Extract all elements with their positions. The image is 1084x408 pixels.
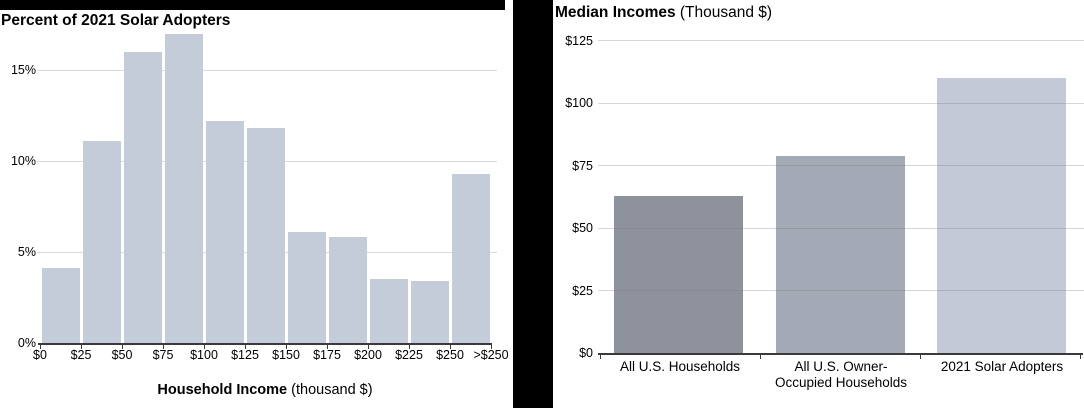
median-income-bar [614,195,744,353]
left-x-tick-label: $250 [436,348,464,362]
histogram-bar [164,33,203,343]
right-y-tick-label: $25 [572,283,593,298]
left-x-tick-label: $0 [33,348,47,362]
histogram-bar [328,237,367,343]
right-x-tick [919,354,922,359]
right-x-axis [598,353,1083,355]
left-x-tick-label: >$250 [473,348,509,362]
right-y-tick-label: $75 [572,158,593,173]
right-x-tick [600,354,602,359]
right-gridline [598,165,1084,166]
histogram-bar [41,268,80,343]
histogram-bar [82,140,121,343]
left-y-tick-label: 5% [17,245,36,259]
left-x-axis-title: Household Income (thousand $) [55,382,475,398]
left-x-tick [81,344,83,349]
median-income-bar [775,155,905,353]
left-x-tick-label: $100 [190,348,218,362]
left-y-tick-label: 0% [17,336,36,350]
histogram-bar [410,281,449,343]
histogram-bar [287,231,326,343]
category-label-owner-occupied-line2: Occupied Households [774,375,908,390]
right-y-tick-label: $125 [565,33,593,48]
histogram-bar [451,173,490,343]
right-x-tick [1079,354,1082,359]
left-x-tick [204,344,206,349]
left-x-tick [368,344,370,349]
histogram-bar [123,51,162,343]
left-x-tick-label: $125 [231,348,259,362]
left-x-tick [450,344,452,349]
category-label-solar-adopters: 2021 Solar Adopters [940,359,1064,374]
median-income-bar [936,78,1066,353]
histogram-bar [369,279,408,343]
right-gridline [598,40,1084,41]
left-x-tick [491,344,493,349]
left-x-axis [38,343,492,345]
right-chart-title-rest: (Thousand $) [675,4,773,21]
left-x-tick-label: $75 [152,348,174,362]
left-x-tick-label: $200 [354,348,382,362]
left-x-tick [245,344,247,349]
histogram-bar [205,120,244,343]
right-chart-title-bold: Median Incomes [555,4,676,21]
left-x-tick-label: $225 [395,348,423,362]
right-gridline [598,102,1084,104]
left-x-tick [327,344,329,349]
figure-frame-top [0,0,505,10]
left-chart-panel: Percent of 2021 Solar Adopters 0% 5% 10% 15… [0,10,513,408]
right-y-tick-label: $50 [572,221,593,235]
left-x-axis-title-rest: (thousand $) [287,382,373,398]
left-x-axis-title-bold: Household Income [157,382,288,398]
left-x-tick [122,344,124,349]
right-y-tick-label: $0 [579,346,593,360]
figure-frame-divider [513,0,553,408]
right-gridline [598,290,1084,291]
left-y-tick-label: 10% [10,154,36,168]
category-label-all-us-households: All U.S. Households [619,359,741,374]
right-y-tick-label: $100 [565,96,593,110]
left-x-tick [286,344,288,349]
left-x-tick [40,344,42,349]
left-x-tick [409,344,411,349]
category-label-owner-occupied: All U.S. Owner- Occupied Households [750,359,932,391]
left-x-tick-label: $150 [272,348,300,362]
right-chart-title: Median Incomes (Thousand $) [555,4,772,22]
left-x-tick-label: $25 [70,348,92,362]
left-x-tick-label: $50 [111,348,133,362]
right-gridline [598,227,1084,229]
left-gridline [37,69,497,71]
left-x-tick-label: $175 [313,348,341,362]
histogram-bar [246,128,285,343]
right-chart-panel: Median Incomes (Thousand $) $0 $25 $50 $75 $… [553,0,1084,408]
category-label-owner-occupied-line1: All U.S. Owner- [794,359,888,374]
left-y-tick-label: 15% [10,63,36,77]
left-chart-title: Percent of 2021 Solar Adopters [1,12,231,29]
right-x-tick [759,354,762,359]
left-x-tick [163,344,165,349]
